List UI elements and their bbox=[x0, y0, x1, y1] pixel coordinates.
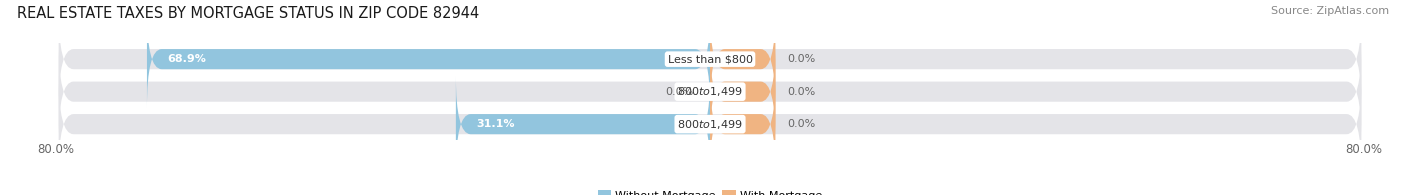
Text: Source: ZipAtlas.com: Source: ZipAtlas.com bbox=[1271, 6, 1389, 16]
FancyBboxPatch shape bbox=[710, 11, 776, 108]
Text: 31.1%: 31.1% bbox=[477, 119, 515, 129]
Text: 0.0%: 0.0% bbox=[665, 87, 693, 97]
Text: $800 to $1,499: $800 to $1,499 bbox=[678, 118, 742, 131]
FancyBboxPatch shape bbox=[59, 76, 1361, 173]
Text: 68.9%: 68.9% bbox=[167, 54, 207, 64]
Text: $800 to $1,499: $800 to $1,499 bbox=[678, 85, 742, 98]
FancyBboxPatch shape bbox=[148, 11, 710, 108]
Text: 0.0%: 0.0% bbox=[787, 54, 815, 64]
FancyBboxPatch shape bbox=[456, 76, 710, 173]
FancyBboxPatch shape bbox=[710, 76, 776, 173]
Legend: Without Mortgage, With Mortgage: Without Mortgage, With Mortgage bbox=[593, 186, 827, 195]
FancyBboxPatch shape bbox=[59, 43, 1361, 140]
Text: 0.0%: 0.0% bbox=[787, 119, 815, 129]
Text: REAL ESTATE TAXES BY MORTGAGE STATUS IN ZIP CODE 82944: REAL ESTATE TAXES BY MORTGAGE STATUS IN … bbox=[17, 6, 479, 21]
FancyBboxPatch shape bbox=[59, 11, 1361, 108]
Text: 0.0%: 0.0% bbox=[787, 87, 815, 97]
Text: Less than $800: Less than $800 bbox=[668, 54, 752, 64]
FancyBboxPatch shape bbox=[710, 43, 776, 140]
